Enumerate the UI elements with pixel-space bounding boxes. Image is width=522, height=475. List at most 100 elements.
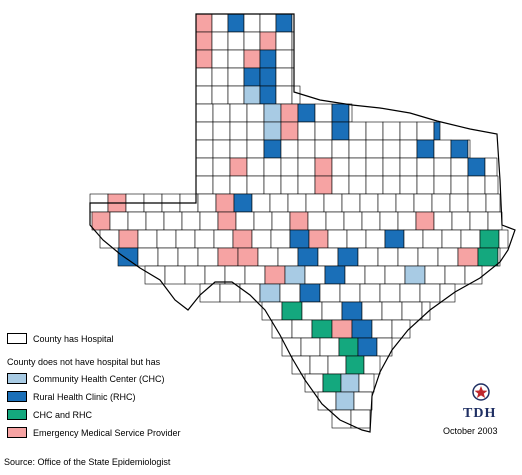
county-cell xyxy=(224,265,246,285)
county-cell xyxy=(395,193,415,213)
county-cell xyxy=(227,85,245,105)
county-cell xyxy=(331,409,352,429)
county-cell xyxy=(212,175,231,195)
county-cell xyxy=(297,247,319,267)
county-cell xyxy=(237,247,259,267)
county-cell xyxy=(460,229,481,249)
county-cell xyxy=(277,247,299,267)
legend-ems: Emergency Medical Service Provider xyxy=(7,427,181,438)
county-cell xyxy=(117,247,139,267)
county-cell xyxy=(280,139,299,159)
county-cell xyxy=(314,103,333,123)
county-cell xyxy=(377,193,397,213)
county-cell xyxy=(291,355,311,375)
county-cell xyxy=(416,175,435,195)
county-cell xyxy=(341,301,363,321)
legend-chc: Community Health Center (CHC) xyxy=(7,373,165,384)
county-cell xyxy=(339,283,361,303)
county-cell xyxy=(444,265,466,285)
county-cell xyxy=(467,193,487,213)
county-cell xyxy=(322,373,342,393)
county-cell xyxy=(307,211,327,231)
county-cell xyxy=(275,85,293,105)
county-cell xyxy=(177,247,199,267)
county-cell xyxy=(195,13,213,33)
county-cell xyxy=(217,247,239,267)
county-cell xyxy=(371,319,393,339)
county-cell xyxy=(422,229,443,249)
county-cell xyxy=(118,229,139,249)
legend-label-chc: Community Health Center (CHC) xyxy=(33,373,165,384)
county-cell xyxy=(348,139,367,159)
legend-swatch-chc xyxy=(7,373,27,384)
county-cell xyxy=(259,283,281,303)
county-cell xyxy=(359,283,381,303)
county-cell xyxy=(259,85,277,105)
county-cell xyxy=(433,175,452,195)
county-cell xyxy=(397,211,417,231)
county-cell xyxy=(243,13,261,33)
county-cell xyxy=(419,283,441,303)
county-cell xyxy=(467,139,471,159)
county-cell xyxy=(382,175,401,195)
county-cell xyxy=(197,193,217,213)
county-cell xyxy=(281,337,302,357)
county-cell xyxy=(331,103,350,123)
county-cell xyxy=(297,157,316,177)
county-cell xyxy=(337,247,359,267)
county-cell xyxy=(417,247,439,267)
county-cell xyxy=(376,337,393,357)
county-cell xyxy=(263,157,282,177)
county-cell xyxy=(384,265,406,285)
county-cell xyxy=(382,121,401,141)
county-cell xyxy=(164,265,186,285)
county-cell xyxy=(175,229,196,249)
county-cell xyxy=(229,139,248,159)
county-cell xyxy=(469,211,489,231)
county-cell xyxy=(91,211,111,231)
county-cell xyxy=(259,13,277,33)
county-cell xyxy=(345,355,365,375)
county-cell xyxy=(195,157,214,177)
county-cell xyxy=(365,121,384,141)
county-cell xyxy=(251,229,272,249)
county-cell xyxy=(433,121,441,141)
county-cell xyxy=(279,283,301,303)
county-cell xyxy=(382,157,401,177)
legend-label-rhc: Rural Health Clinic (RHC) xyxy=(33,391,136,402)
legend-chc-rhc: CHC and RHC xyxy=(7,409,92,420)
county-cell xyxy=(297,103,316,123)
county-cell xyxy=(314,139,333,159)
county-cell xyxy=(305,193,325,213)
county-cell xyxy=(244,265,266,285)
county-cell xyxy=(451,211,471,231)
county-cell xyxy=(157,247,179,267)
county-cell xyxy=(327,229,348,249)
county-cell xyxy=(137,247,159,267)
county-cell xyxy=(325,211,345,231)
county-cell xyxy=(399,157,418,177)
county-cell xyxy=(197,247,219,267)
county-cell xyxy=(327,355,347,375)
county-cell xyxy=(450,175,469,195)
county-cell xyxy=(227,13,245,33)
county-cell xyxy=(211,67,229,87)
county-cell xyxy=(195,31,213,51)
county-cell xyxy=(365,175,384,195)
county-cell xyxy=(271,319,293,339)
county-cell xyxy=(229,103,248,123)
star-seal-icon xyxy=(472,383,490,401)
county-cell xyxy=(239,283,261,303)
county-cell xyxy=(450,157,469,177)
county-cell xyxy=(357,247,379,267)
county-cell xyxy=(377,247,399,267)
county-cell xyxy=(467,157,486,177)
county-cell xyxy=(280,175,299,195)
source-note: Source: Office of the State Epidemiologi… xyxy=(4,457,171,467)
county-cell xyxy=(331,157,350,177)
county-cell xyxy=(281,301,303,321)
county-cell xyxy=(195,85,213,105)
county-cell xyxy=(227,31,245,51)
county-cell xyxy=(280,157,299,177)
county-cell xyxy=(397,247,419,267)
